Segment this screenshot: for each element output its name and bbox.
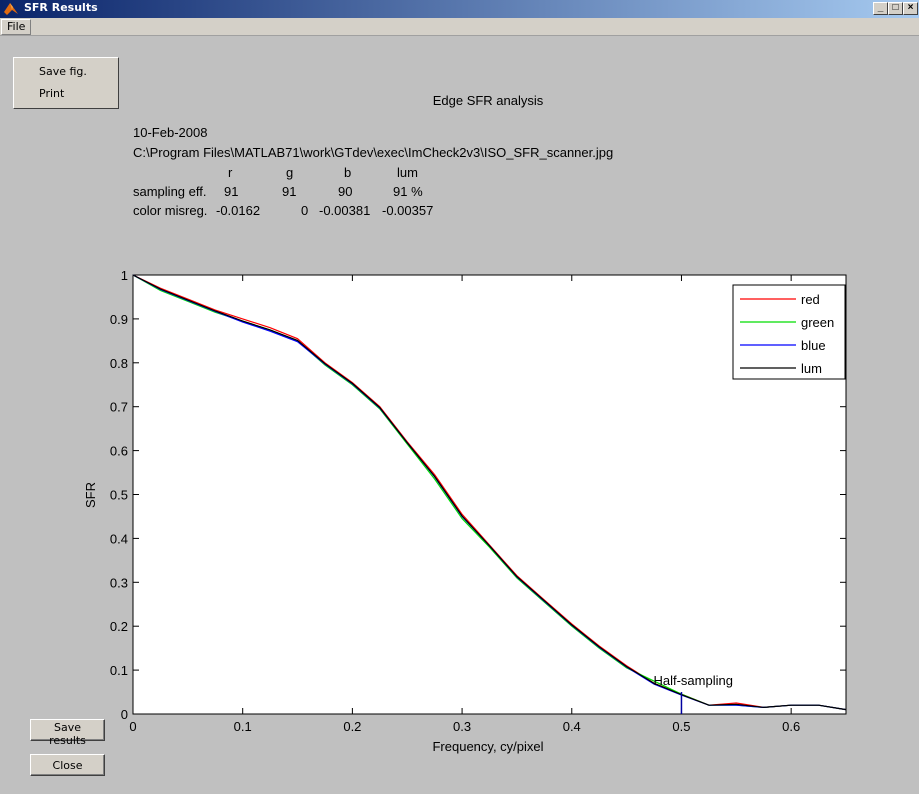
y-tick-label: 0.9 — [110, 312, 128, 327]
misreg-g: 0 — [301, 203, 308, 218]
y-axis-label: SFR — [83, 482, 98, 508]
col-header-lum: lum — [397, 165, 418, 180]
info-date: 10-Feb-2008 — [133, 125, 207, 140]
chart-title: Edge SFR analysis — [433, 93, 544, 108]
menu-bar: File — [0, 18, 919, 36]
x-tick-label: 0.3 — [453, 719, 471, 734]
close-button[interactable]: Close — [30, 754, 105, 776]
misreg-r: -0.0162 — [216, 203, 260, 218]
legend-box — [733, 285, 845, 379]
legend-label-red: red — [801, 292, 820, 307]
menu-file[interactable]: File — [1, 19, 31, 35]
sampling-g: 91 — [282, 184, 296, 199]
y-tick-label: 0.6 — [110, 444, 128, 459]
misreg-label: color misreg. — [133, 203, 207, 218]
x-tick-label: 0 — [129, 719, 136, 734]
series-line-green — [133, 275, 846, 710]
col-header-g: g — [286, 165, 293, 180]
y-tick-label: 0.4 — [110, 531, 128, 546]
close-window-button[interactable]: × — [903, 2, 918, 15]
col-header-r: r — [228, 165, 232, 180]
y-tick-label: 0.7 — [110, 400, 128, 415]
misreg-b: -0.00381 — [319, 203, 370, 218]
series-line-blue — [133, 275, 846, 710]
save-results-button[interactable]: Save results — [30, 719, 105, 741]
y-tick-label: 1 — [121, 268, 128, 283]
y-tick-label: 0.5 — [110, 488, 128, 503]
x-tick-label: 0.1 — [234, 719, 252, 734]
sampling-lum: 91 % — [393, 184, 423, 199]
y-tick-label: 0.2 — [110, 619, 128, 634]
legend-label-green: green — [801, 315, 834, 330]
x-tick-label: 0.6 — [782, 719, 800, 734]
col-header-b: b — [344, 165, 351, 180]
figure-menu-panel: Save fig. Print — [13, 57, 119, 109]
window-title: SFR Results — [24, 1, 98, 14]
title-bar: SFR Results _ □ × — [0, 0, 919, 18]
print-item[interactable]: Print — [39, 87, 64, 100]
y-tick-label: 0 — [121, 707, 128, 722]
series-line-lum — [133, 275, 846, 710]
x-tick-label: 0.2 — [343, 719, 361, 734]
x-axis-label: Frequency, cy/pixel — [432, 739, 543, 754]
x-tick-label: 0.4 — [563, 719, 581, 734]
info-path: C:\Program Files\MATLAB71\work\GTdev\exe… — [133, 145, 613, 160]
plot-area — [133, 275, 846, 714]
legend: red green blue lum — [733, 285, 845, 379]
y-tick-label: 0.3 — [110, 575, 128, 590]
maximize-button[interactable]: □ — [888, 2, 903, 15]
x-tick-label: 0.5 — [672, 719, 690, 734]
save-fig-item[interactable]: Save fig. — [39, 65, 87, 78]
misreg-lum: -0.00357 — [382, 203, 433, 218]
sampling-r: 91 — [224, 184, 238, 199]
legend-label-blue: blue — [801, 338, 826, 353]
matlab-logo-icon — [3, 1, 19, 17]
legend-label-lum: lum — [801, 361, 822, 376]
sampling-label: sampling eff. — [133, 184, 206, 199]
series-line-red — [133, 275, 846, 710]
y-tick-label: 0.1 — [110, 663, 128, 678]
sampling-b: 90 — [338, 184, 352, 199]
half-sampling-label: Half-sampling — [653, 673, 732, 688]
y-tick-label: 0.8 — [110, 356, 128, 371]
minimize-button[interactable]: _ — [873, 2, 888, 15]
